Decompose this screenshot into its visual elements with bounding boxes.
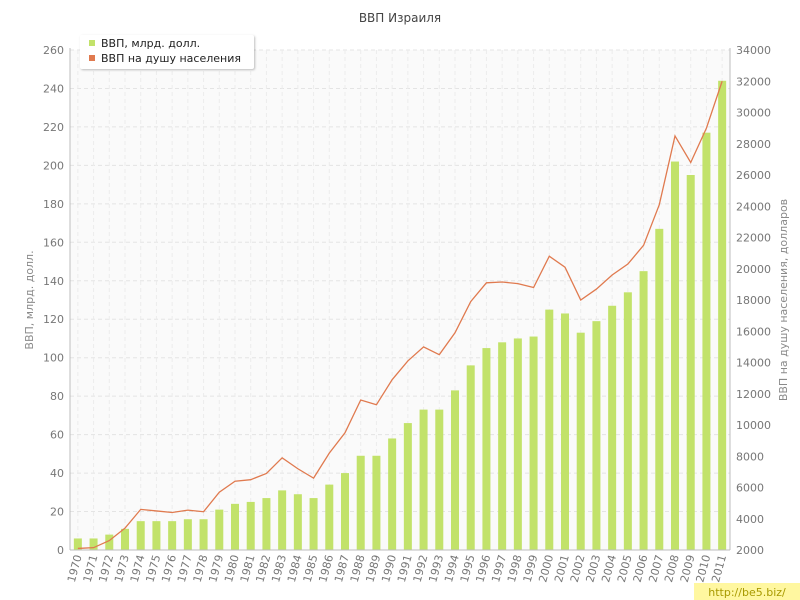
y2-tick-label: 8000: [736, 450, 764, 463]
y2-tick-label: 24000: [736, 200, 771, 213]
bar-1997: [498, 342, 507, 550]
bar-1991: [403, 423, 412, 550]
y2-tick-label: 20000: [736, 263, 771, 276]
bar-1983: [278, 490, 287, 550]
bar-2011: [718, 80, 727, 551]
legend: ВВП, млрд. долл. ВВП на душу населения: [80, 35, 254, 69]
y-tick-label: 180: [43, 198, 64, 211]
bar-1975: [152, 521, 161, 550]
bar-2003: [592, 321, 601, 550]
bar-1994: [451, 390, 459, 550]
plot-area: [70, 50, 730, 550]
bar-2007: [655, 228, 664, 550]
bar-2001: [561, 313, 569, 550]
bar-1979: [215, 509, 224, 550]
right-axis-ticks: 2000 4000 6000 8000 10000 12000 14000 16000 1800…: [736, 44, 771, 557]
y2-tick-label: 4000: [736, 513, 764, 526]
bar-1981: [246, 501, 255, 550]
y-tick-label: 0: [57, 544, 64, 557]
legend-swatch-gdp: [89, 40, 95, 46]
y-tick-label: 240: [43, 82, 64, 95]
bar-2008: [671, 161, 679, 551]
bar-1987: [341, 473, 349, 550]
legend-label-gdp: ВВП, млрд. долл.: [101, 37, 200, 50]
bar-1973: [121, 528, 129, 550]
watermark-link[interactable]: http://be5.biz/: [708, 586, 786, 599]
y2-tick-label: 22000: [736, 232, 771, 245]
y2-tick-label: 16000: [736, 325, 771, 338]
watermark[interactable]: http://be5.biz/: [694, 583, 800, 600]
chart-title: ВВП Израиля: [359, 11, 441, 25]
bar-1976: [168, 521, 177, 550]
y2-tick-label: 2000: [736, 544, 764, 557]
bar-1996: [482, 348, 491, 550]
legend-swatch-per-capita: [89, 55, 95, 61]
bar-2009: [686, 175, 695, 550]
bar-1992: [419, 409, 428, 550]
legend-label-per-capita: ВВП на душу населения: [101, 52, 241, 65]
bar-1988: [356, 455, 365, 550]
y2-tick-label: 14000: [736, 357, 771, 370]
y2-tick-label: 34000: [736, 44, 771, 57]
per-capita-line: [77, 81, 723, 550]
bar-1985: [309, 498, 318, 550]
bar-2006: [639, 271, 648, 550]
y2-tick-label: 18000: [736, 294, 771, 307]
bar-2000: [545, 309, 554, 550]
left-axis-title: ВВП, млрд. долл.: [23, 250, 36, 349]
y-tick-label: 100: [43, 352, 64, 365]
y-tick-label: 80: [50, 390, 64, 403]
right-axis-title: ВВП на душу населения, долларов: [777, 199, 790, 401]
y2-tick-label: 26000: [736, 169, 771, 182]
bar-2004: [608, 305, 617, 550]
bar-1980: [231, 503, 239, 550]
y2-tick-label: 30000: [736, 107, 771, 120]
y-tick-label: 260: [43, 44, 64, 57]
bar-1982: [262, 498, 271, 550]
y-tick-label: 40: [50, 467, 64, 480]
bar-1971: [89, 538, 98, 550]
bar-series: [73, 80, 727, 551]
y-tick-label: 120: [43, 313, 64, 326]
bar-1999: [529, 336, 538, 550]
bar-2010: [702, 132, 711, 550]
y-tick-label: 60: [50, 429, 64, 442]
bar-1984: [293, 494, 302, 550]
y-tick-label: 200: [43, 159, 64, 172]
left-axis-ticks: 0 20 40 60 80 100 120 140 160 180 200 220 240 260: [43, 44, 64, 557]
bar-1989: [372, 455, 381, 550]
bar-1993: [435, 409, 444, 550]
bar-1974: [136, 521, 145, 550]
bar-2002: [576, 332, 585, 550]
bar-1977: [183, 519, 192, 550]
y2-tick-label: 32000: [736, 75, 771, 88]
bar-1970: [73, 538, 82, 550]
bar-1995: [466, 365, 475, 550]
y-tick-label: 220: [43, 121, 64, 134]
y2-tick-label: 28000: [736, 138, 771, 151]
y-tick-label: 140: [43, 275, 64, 288]
bar-2005: [623, 292, 632, 550]
y2-tick-label: 6000: [736, 482, 764, 495]
y2-tick-label: 12000: [736, 388, 771, 401]
y2-tick-label: 10000: [736, 419, 771, 432]
bar-1978: [199, 519, 208, 550]
bar-1998: [513, 338, 522, 550]
bar-1972: [105, 534, 114, 550]
bar-1990: [388, 438, 397, 550]
y-tick-label: 160: [43, 236, 64, 249]
x-axis-ticks: 1970197119721973197419751976197719781979…: [65, 553, 729, 583]
axes: [69, 48, 731, 551]
y-tick-label: 20: [50, 506, 64, 519]
bar-1986: [325, 484, 334, 550]
